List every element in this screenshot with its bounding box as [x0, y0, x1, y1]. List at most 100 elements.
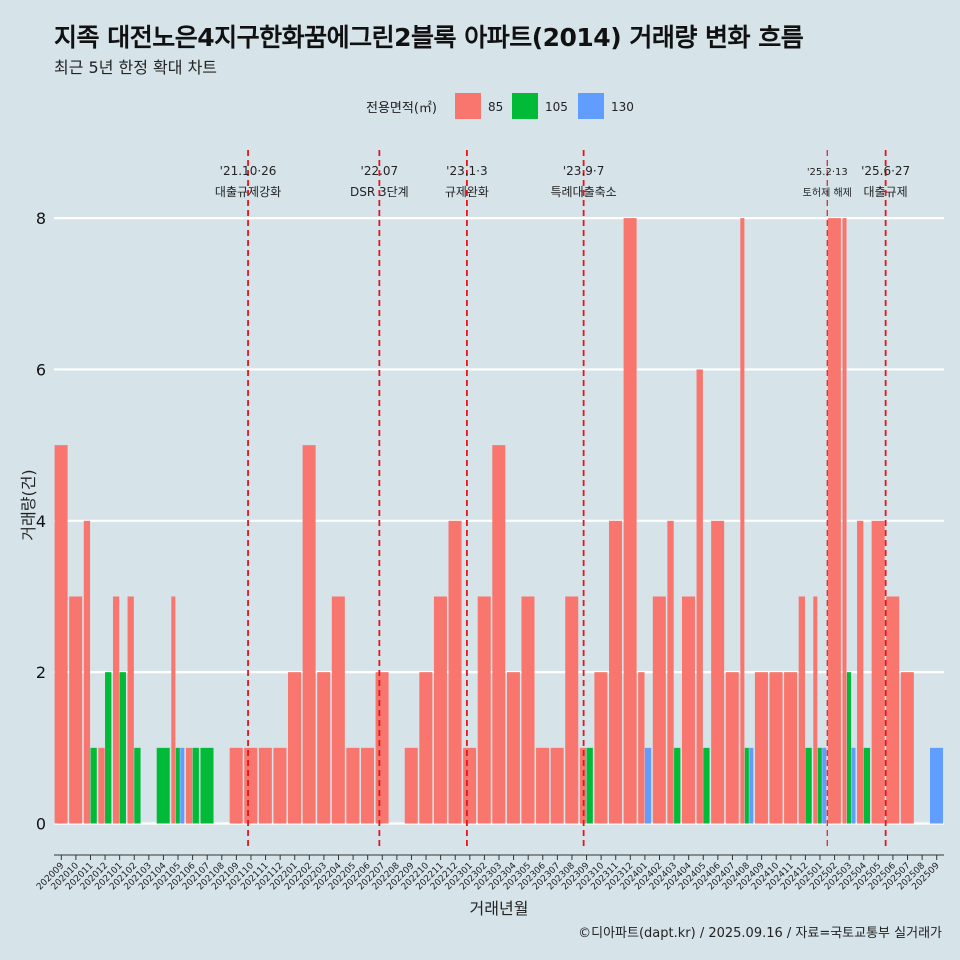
bar-202201-85 [288, 672, 302, 824]
legend-label-105: 105 [545, 100, 568, 114]
bar-202012-85 [98, 747, 105, 824]
event-date-0: '21.10·26 [220, 164, 277, 178]
bar-202206-85 [360, 747, 374, 824]
legend-swatch-105 [512, 93, 538, 119]
bar-202307-85 [550, 747, 564, 824]
bar-202501-85 [813, 596, 818, 824]
bar-202101-105 [119, 672, 126, 824]
bar-202105-85 [171, 596, 176, 824]
chart-subtitle: 최근 5년 한정 확대 차트 [54, 58, 218, 77]
bar-202203-85 [317, 672, 331, 824]
bar-202412-105 [805, 747, 812, 824]
bar-202408-130 [749, 747, 754, 824]
bar-202405-105 [703, 747, 710, 824]
y-tick-label: 6 [36, 360, 46, 379]
bar-202109-85 [229, 747, 243, 824]
bar-202105-130 [180, 747, 185, 824]
source-caption: ©디아파트(dapt.kr) / 2025.09.16 / 자료=국토교통부 실… [578, 926, 942, 941]
bar-202202-85 [302, 445, 316, 824]
bar-202503-85 [842, 218, 847, 824]
bar-202110-85 [244, 747, 258, 824]
bar-202101-85 [112, 596, 120, 824]
chart-title: 지족 대전노은4지구한화꿈에그린2블록 아파트(2014) 거래량 변화 흐름 [54, 23, 804, 52]
bar-202305-85 [521, 596, 535, 824]
bar-202009-85 [54, 445, 68, 824]
bar-202105-105 [175, 747, 180, 824]
bar-202211-85 [433, 596, 447, 824]
bar-202509-130 [929, 747, 944, 824]
bar-202010-85 [69, 596, 83, 824]
bar-202312-85 [623, 218, 637, 824]
annotations: '21.10·26 대출규제강화 '22.07 DSR 3단계 '23.1·3 규제완화 '… [215, 150, 910, 850]
bar-202401-85 [638, 672, 645, 824]
bar-202204-85 [331, 596, 345, 824]
bar-202405-85 [696, 369, 703, 824]
bar-202506-85 [886, 596, 900, 824]
bar-202304-85 [506, 672, 520, 824]
x-axis-title: 거래년월 [470, 899, 529, 918]
bar-202505-85 [871, 520, 885, 824]
bar-202408-105 [744, 747, 749, 824]
bar-202011-105 [90, 747, 97, 824]
event-date-1: '22.07 [361, 164, 399, 178]
bar-202406-85 [711, 520, 725, 824]
bar-202503-105 [846, 672, 852, 824]
event-date-5: '25.6·27 [861, 164, 910, 178]
bar-202011-85 [83, 520, 91, 824]
legend-swatch-85 [455, 93, 481, 119]
bar-202502-85 [827, 218, 841, 824]
bar-202403-85 [667, 520, 674, 824]
legend-label-130: 130 [611, 100, 634, 114]
event-label-0: 대출규제강화 [215, 185, 281, 199]
bar-202403-105 [674, 747, 681, 824]
bar-202106-85 [185, 747, 193, 824]
bar-202407-85 [725, 672, 739, 824]
y-tick-label: 4 [36, 512, 46, 531]
bar-202501-130 [822, 747, 827, 824]
bar-202404-85 [681, 596, 695, 824]
y-tick-label: 0 [36, 815, 46, 834]
bar-202212-85 [448, 520, 462, 824]
event-date-4: '25.2·13 [807, 167, 848, 178]
bar-202309-105 [586, 747, 593, 824]
bar-202412-85 [798, 596, 805, 824]
bar-202504-105 [863, 747, 871, 824]
bar-202107-105 [200, 747, 214, 824]
bar-202301-85 [463, 747, 477, 824]
bar-202507-85 [900, 672, 914, 824]
bar-202310-85 [594, 672, 608, 824]
event-label-4: 토허제 해제 [803, 186, 852, 199]
bar-202401-130 [644, 747, 652, 824]
event-date-2: '23.1·3 [446, 164, 487, 178]
bar-202402-85 [652, 596, 666, 824]
bar-202112-85 [273, 747, 287, 824]
bar-202209-85 [404, 747, 418, 824]
y-tick-label: 2 [36, 663, 46, 682]
bar-202210-85 [419, 672, 433, 824]
bar-202302-85 [477, 596, 491, 824]
event-label-2: 규제완화 [445, 185, 489, 199]
y-axis-title: 거래량(건) [19, 469, 38, 540]
legend-swatch-130 [578, 93, 604, 119]
bar-202504-85 [857, 520, 864, 824]
legend-label-85: 85 [488, 100, 503, 114]
bar-202409-85 [754, 672, 768, 824]
event-label-3: 특례대출축소 [550, 185, 616, 199]
event-date-3: '23.9·7 [563, 164, 604, 178]
bar-202012-105 [105, 672, 112, 824]
legend: 전용면적(㎡) 85 105 130 [366, 93, 634, 119]
bar-202303-85 [492, 445, 506, 824]
bar-202503-130 [851, 747, 856, 824]
bar-202104-105 [156, 747, 170, 824]
bar-202411-85 [784, 672, 798, 824]
bar-202408-85 [740, 218, 745, 824]
bar-202106-105 [192, 747, 199, 824]
bar-202205-85 [346, 747, 360, 824]
bar-202308-85 [565, 596, 579, 824]
legend-title: 전용면적(㎡) [366, 101, 437, 116]
bar-202111-85 [258, 747, 272, 824]
bar-202311-85 [609, 520, 623, 824]
bar-202207-85 [375, 672, 389, 824]
y-tick-label: 8 [36, 209, 46, 228]
